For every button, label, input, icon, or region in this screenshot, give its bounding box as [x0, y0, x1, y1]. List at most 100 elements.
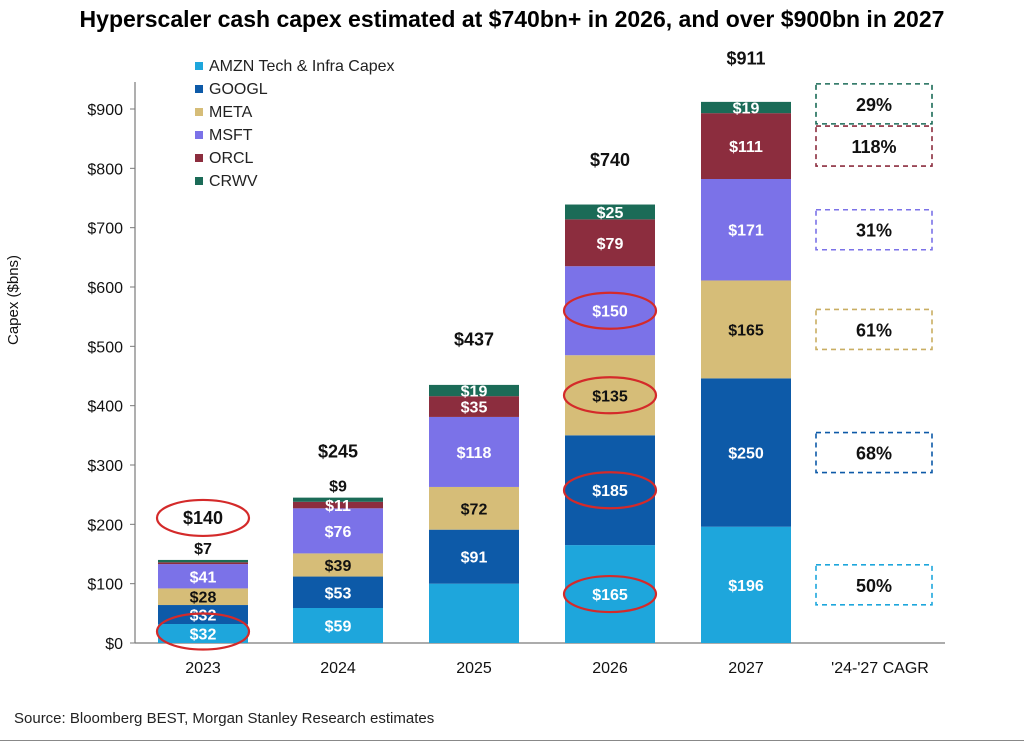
y-axis-title: Capex ($bns)	[5, 255, 22, 345]
segment-data-label: $165	[728, 322, 764, 339]
segment-data-label: $32	[190, 627, 217, 644]
y-tick-label: $700	[87, 221, 123, 238]
segment-data-label: $41	[190, 569, 217, 586]
segment-data-label: $91	[461, 550, 488, 567]
segment-data-label: $11	[325, 498, 351, 515]
bars-layer	[158, 101, 791, 643]
highlight-ellipse	[562, 574, 658, 614]
highlight-ellipse	[562, 471, 658, 510]
top-segment-label: $9	[329, 479, 347, 496]
segment-data-label: $32	[190, 608, 217, 625]
bar-segment	[429, 384, 519, 397]
bar-segment	[293, 497, 383, 502]
y-tick-label: $600	[87, 280, 123, 297]
segment-data-label: $118	[457, 445, 492, 462]
cagr-value: 50%	[856, 576, 892, 596]
cagr-box	[815, 308, 933, 351]
segment-data-label: $196	[728, 578, 764, 595]
segment-data-label: $72	[461, 501, 488, 518]
x-tick-label-cagr: '24-'27 CAGR	[831, 660, 929, 677]
bar-segment	[429, 396, 519, 417]
bar-total-label: $911	[726, 48, 765, 68]
legend-label: CRWV	[209, 173, 258, 190]
cagr-value: 118%	[851, 137, 896, 157]
bar-segment	[158, 624, 248, 643]
bar-total-label: $245	[318, 442, 358, 462]
cagr-value: 29%	[856, 95, 892, 115]
segment-data-label: $111	[729, 139, 763, 156]
bar-segment	[429, 486, 519, 530]
cagr-box	[815, 125, 933, 167]
x-tick-label: 2024	[320, 660, 356, 677]
y-tick-label: $500	[87, 339, 123, 356]
bar-segment	[158, 588, 248, 606]
cagr-box	[815, 83, 933, 125]
y-tick-label: $400	[87, 399, 123, 416]
x-tick-label: 2027	[728, 660, 764, 677]
y-tick-label: $0	[105, 636, 123, 653]
chart-title: Hyperscaler cash capex estimated at $740…	[79, 6, 945, 32]
bar-segment	[293, 607, 383, 643]
bar-total-label: $437	[454, 330, 494, 350]
bar-segment	[565, 266, 655, 356]
y-tick-label: $900	[87, 102, 123, 119]
y-tick-label: $800	[87, 161, 123, 178]
bar-segment	[293, 508, 383, 554]
y-tick-label: $200	[87, 517, 123, 534]
segment-data-label: $250	[728, 446, 764, 463]
legend-label: META	[209, 104, 253, 121]
bar-segment	[429, 416, 519, 487]
highlight-ellipse	[562, 376, 658, 415]
bar-total-label: $740	[590, 150, 630, 170]
bar-segment	[701, 101, 791, 114]
bar-segment	[565, 435, 655, 546]
bar-segment	[565, 204, 655, 220]
segment-data-label: $171	[728, 223, 764, 240]
segment-data-label: $76	[325, 524, 352, 541]
legend-layer: AMZN Tech & Infra Capex GOOGL META MSFT ORCL…	[195, 58, 395, 190]
bar-segment	[429, 529, 519, 584]
bar-segment	[293, 576, 383, 608]
legend-swatch	[195, 154, 203, 162]
axis-layer: $0 $100 $200 $300 $400 $500 $600 $700 $800 $900 Ca…	[5, 82, 945, 677]
cagr-box	[815, 431, 933, 474]
segment-data-label: $25	[597, 205, 624, 222]
y-tick-label: $300	[87, 458, 123, 475]
segment-data-label: $150	[592, 304, 628, 321]
segment-data-label: $135	[592, 388, 628, 405]
cagr-layer: 29% 118% 31% 61% 68% 50%	[815, 83, 933, 606]
cagr-value: 31%	[856, 221, 892, 241]
bar-total-label: $140	[183, 508, 223, 528]
bar-segment	[565, 355, 655, 436]
x-tick-label: 2023	[185, 660, 221, 677]
legend-label: ORCL	[209, 150, 254, 167]
cagr-value: 61%	[856, 320, 892, 340]
highlight-ellipse	[562, 291, 658, 330]
segment-data-label: $165	[592, 587, 628, 604]
legend-swatch	[195, 62, 203, 70]
legend-swatch	[195, 177, 203, 185]
bar-segment	[158, 562, 248, 565]
bar-segment	[701, 526, 791, 643]
bottom-divider	[0, 740, 1024, 741]
top-segment-label: $7	[194, 541, 212, 558]
bar-segment	[565, 219, 655, 267]
source-note: Source: Bloomberg BEST, Morgan Stanley R…	[14, 710, 435, 727]
bar-segment	[565, 545, 655, 643]
bar-segment	[701, 179, 791, 281]
legend-label: MSFT	[209, 127, 253, 144]
segment-data-label: $53	[325, 585, 352, 602]
bar-segment	[293, 553, 383, 577]
highlight-ellipse	[155, 612, 251, 651]
bar-segment	[293, 501, 383, 509]
bar-segment	[429, 583, 519, 643]
legend-swatch	[195, 131, 203, 139]
bar-segment	[158, 564, 248, 589]
x-tick-label: 2026	[592, 660, 628, 677]
segment-data-label: $35	[461, 400, 488, 417]
segment-data-label: $19	[461, 384, 488, 401]
stacked-bar-chart: $0 $100 $200 $300 $400 $500 $600 $700 $800 $900 Ca…	[5, 48, 945, 677]
legend-label: AMZN Tech & Infra Capex	[209, 58, 395, 75]
bar-segment	[701, 113, 791, 180]
segment-data-label: $39	[325, 558, 352, 575]
